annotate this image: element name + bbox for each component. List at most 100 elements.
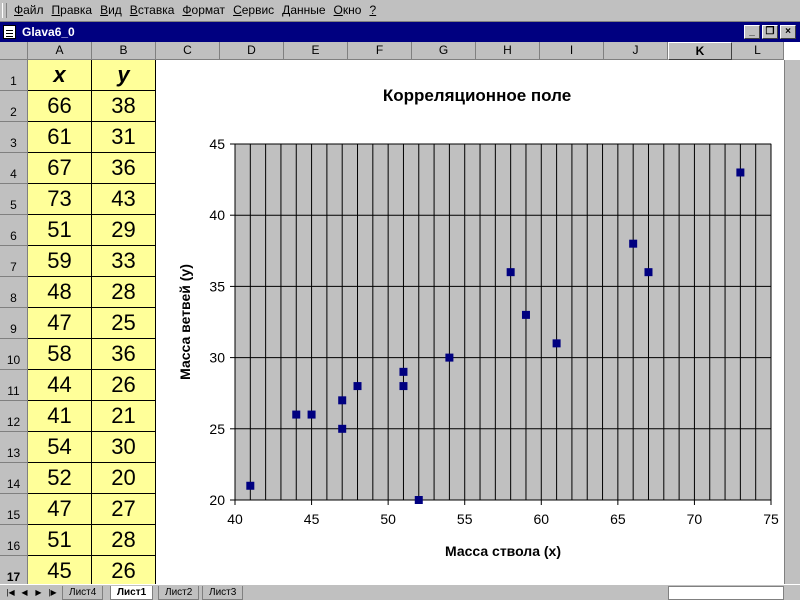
cell-b16[interactable]: 28 bbox=[92, 525, 156, 556]
cell-b13[interactable]: 30 bbox=[92, 432, 156, 463]
cell-a12[interactable]: 41 bbox=[28, 401, 92, 432]
cell-b8[interactable]: 28 bbox=[92, 277, 156, 308]
cell-b1[interactable]: y bbox=[92, 60, 156, 91]
column-header-j[interactable]: J bbox=[604, 42, 668, 60]
menu-item-2[interactable]: Правка bbox=[51, 3, 93, 17]
cell-a9[interactable]: 47 bbox=[28, 308, 92, 339]
cell-b10[interactable]: 36 bbox=[92, 339, 156, 370]
column-header-h[interactable]: H bbox=[476, 42, 540, 60]
cell-b9[interactable]: 25 bbox=[92, 308, 156, 339]
cell-b6[interactable]: 29 bbox=[92, 215, 156, 246]
cell-a4[interactable]: 67 bbox=[28, 153, 92, 184]
minimize-button[interactable]: _ bbox=[744, 25, 760, 39]
cell-a17[interactable]: 45 bbox=[28, 556, 92, 584]
cell-b4[interactable]: 36 bbox=[92, 153, 156, 184]
worksheet-grid[interactable]: 40 45 50 55 60 65 70 75 20 25 30 35 40 45 Корреляционн… bbox=[0, 42, 800, 584]
column-header-d[interactable]: D bbox=[220, 42, 284, 60]
workbook-icon[interactable] bbox=[3, 25, 16, 39]
menu-item-1[interactable]: Файл bbox=[14, 3, 44, 17]
cell-b15[interactable]: 27 bbox=[92, 494, 156, 525]
y-axis-title: Масса ветвей (y) bbox=[177, 264, 193, 380]
tab-scroll-last-icon[interactable]: |▶ bbox=[48, 588, 57, 597]
correlation-chart[interactable]: 40 45 50 55 60 65 70 75 20 25 30 35 40 45 Корреляционн… bbox=[157, 62, 779, 582]
vertical-scrollbar[interactable] bbox=[784, 60, 800, 584]
cell-b11[interactable]: 26 bbox=[92, 370, 156, 401]
cell-a2[interactable]: 66 bbox=[28, 91, 92, 122]
row-header-11[interactable]: 11 bbox=[0, 370, 28, 401]
row-header-5[interactable]: 5 bbox=[0, 184, 28, 215]
menu-item-5[interactable]: Формат bbox=[182, 3, 226, 17]
close-button[interactable]: × bbox=[780, 25, 796, 39]
menu-bar: Файл Правка Вид Вставка Формат Сервис Данные Ок… bbox=[0, 0, 800, 22]
cell-a1[interactable]: x bbox=[28, 60, 92, 91]
row-header-16[interactable]: 16 bbox=[0, 525, 28, 556]
cell-b17[interactable]: 26 bbox=[92, 556, 156, 584]
row-header-8[interactable]: 8 bbox=[0, 277, 28, 308]
cell-a13[interactable]: 54 bbox=[28, 432, 92, 463]
row-header-7[interactable]: 7 bbox=[0, 246, 28, 277]
cell-b14[interactable]: 20 bbox=[92, 463, 156, 494]
row-header-6[interactable]: 6 bbox=[0, 215, 28, 246]
cell-b7[interactable]: 33 bbox=[92, 246, 156, 277]
cell-b5[interactable]: 43 bbox=[92, 184, 156, 215]
menu-item-6[interactable]: Сервис bbox=[233, 3, 275, 17]
row-header-3[interactable]: 3 bbox=[0, 122, 28, 153]
row-header-14[interactable]: 14 bbox=[0, 463, 28, 494]
column-header-l[interactable]: L bbox=[732, 42, 784, 60]
cell-b2[interactable]: 38 bbox=[92, 91, 156, 122]
column-header-g[interactable]: G bbox=[412, 42, 476, 60]
cell-a10[interactable]: 58 bbox=[28, 339, 92, 370]
sheet-tab-4[interactable]: Лист3 bbox=[202, 586, 244, 600]
menu-item-7[interactable]: Данные bbox=[282, 3, 326, 17]
window-title: Glava6_0 bbox=[22, 25, 75, 39]
menu-item-4[interactable]: Вставка bbox=[129, 3, 175, 17]
cell-a7[interactable]: 59 bbox=[28, 246, 92, 277]
row-header-15[interactable]: 15 bbox=[0, 494, 28, 525]
row-header-13[interactable]: 13 bbox=[0, 432, 28, 463]
cell-a3[interactable]: 61 bbox=[28, 122, 92, 153]
select-all-corner[interactable] bbox=[0, 42, 28, 60]
tab-scroll-next-icon[interactable]: ▶ bbox=[35, 588, 42, 597]
column-header-f[interactable]: F bbox=[348, 42, 412, 60]
menu-item-9[interactable]: ? bbox=[369, 3, 377, 17]
row-header-17[interactable]: 17 bbox=[0, 556, 28, 584]
row-header-4[interactable]: 4 bbox=[0, 153, 28, 184]
cell-a15[interactable]: 47 bbox=[28, 494, 92, 525]
data-point bbox=[246, 481, 255, 490]
data-point bbox=[736, 168, 745, 177]
row-header-12[interactable]: 12 bbox=[0, 401, 28, 432]
cell-a16[interactable]: 51 bbox=[28, 525, 92, 556]
column-header-i[interactable]: I bbox=[540, 42, 604, 60]
x-tick-label: 45 bbox=[304, 511, 320, 527]
row-header-1[interactable]: 1 bbox=[0, 60, 28, 91]
menu-grip bbox=[2, 3, 7, 18]
data-point bbox=[399, 367, 408, 376]
cell-b12[interactable]: 21 bbox=[92, 401, 156, 432]
horizontal-scrollbar[interactable] bbox=[668, 586, 784, 600]
cell-a14[interactable]: 52 bbox=[28, 463, 92, 494]
sheet-tab-1[interactable]: Лист4 bbox=[62, 586, 104, 600]
cell-a6[interactable]: 51 bbox=[28, 215, 92, 246]
restore-button[interactable]: ❐ bbox=[762, 25, 778, 39]
data-point bbox=[521, 310, 530, 319]
cell-a8[interactable]: 48 bbox=[28, 277, 92, 308]
cell-a5[interactable]: 73 bbox=[28, 184, 92, 215]
plot-area bbox=[234, 143, 772, 501]
tab-scroll-prev-icon[interactable]: ◀ bbox=[21, 588, 28, 597]
menu-item-8[interactable]: Окно bbox=[333, 3, 362, 17]
column-header-e[interactable]: E bbox=[284, 42, 348, 60]
tab-scroll-first-icon[interactable]: |◀ bbox=[6, 588, 15, 597]
row-header-10[interactable]: 10 bbox=[0, 339, 28, 370]
sheet-tab-2[interactable]: Лист1 bbox=[110, 586, 154, 600]
row-header-2[interactable]: 2 bbox=[0, 91, 28, 122]
column-header-k[interactable]: K bbox=[668, 42, 732, 60]
sheet-tab-3[interactable]: Лист2 bbox=[158, 586, 200, 600]
x-axis-title: Масса ствола (x) bbox=[445, 543, 561, 559]
column-header-a[interactable]: A bbox=[28, 42, 92, 60]
column-header-c[interactable]: C bbox=[156, 42, 220, 60]
cell-b3[interactable]: 31 bbox=[92, 122, 156, 153]
row-header-9[interactable]: 9 bbox=[0, 308, 28, 339]
cell-a11[interactable]: 44 bbox=[28, 370, 92, 401]
menu-item-3[interactable]: Вид bbox=[100, 3, 122, 17]
column-header-b[interactable]: B bbox=[92, 42, 156, 60]
